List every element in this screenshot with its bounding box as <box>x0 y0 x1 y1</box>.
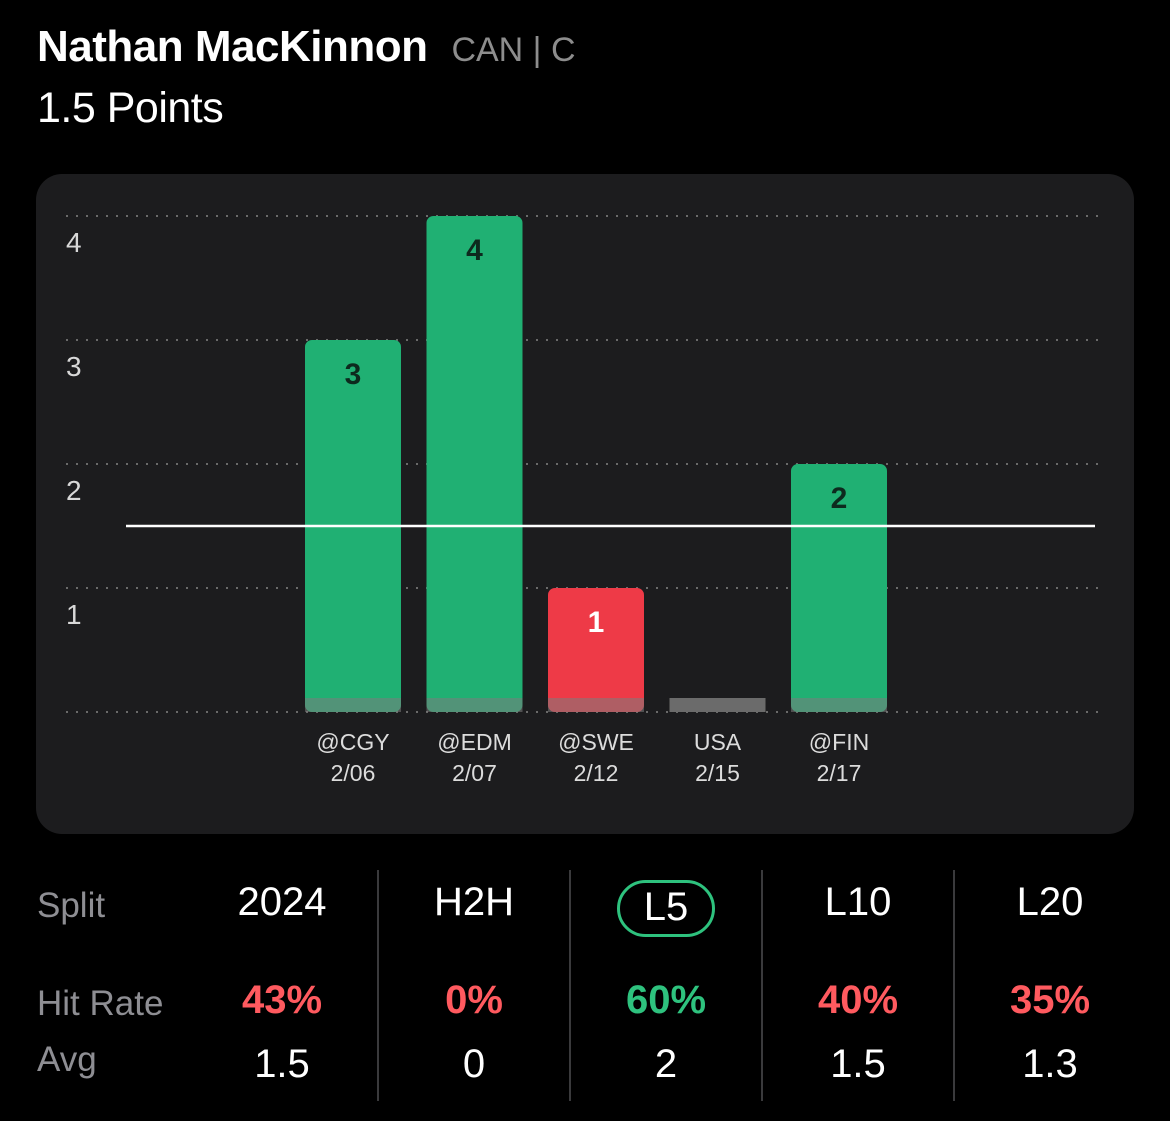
bar-value-label: 4 <box>466 234 483 267</box>
x-label-opponent: USA <box>694 729 742 755</box>
y-tick-label: 3 <box>66 351 82 382</box>
split-tab[interactable]: 2024 <box>186 880 378 925</box>
hit-rate-value: 35% <box>1009 978 1091 1022</box>
hit-rate-value: 0% <box>445 978 503 1022</box>
bar-base-1 <box>426 698 523 712</box>
hit-rate-row-label: Hit Rate <box>37 984 164 1023</box>
split-column-l20[interactable]: L20 35% 1.3 <box>954 860 1146 1101</box>
split-tab[interactable]: L5 <box>570 880 762 937</box>
split-tab[interactable]: H2H <box>378 880 570 925</box>
hit-rate-value: 43% <box>241 978 323 1022</box>
game-log-chart: 1 2 3 4 3 @CGY 2/06 4 @EDM 2/07 1 @SWE 2/12 USA 2/15 2 @… <box>36 174 1134 834</box>
chart-svg: 1 2 3 4 3 @CGY 2/06 4 @EDM 2/07 1 @SWE 2/12 USA 2/15 2 @… <box>66 215 1102 786</box>
x-label-opponent: @CGY <box>316 729 389 755</box>
splits-table: Split Hit Rate Avg 2024 43% 1.5 H2H 0% 0 L5 60%… <box>0 860 1170 1121</box>
hit-rate-value: 40% <box>817 978 899 1022</box>
split-tab-label: L10 <box>824 880 892 924</box>
player-header: Nathan MacKinnon CAN | C 1.5 Points <box>37 22 576 133</box>
bar-value-label: 2 <box>831 482 848 515</box>
y-tick-label: 1 <box>66 599 82 630</box>
x-label-date: 2/12 <box>574 760 619 786</box>
prop-line-title: 1.5 Points <box>37 84 224 132</box>
player-team-position: CAN | C <box>451 31 576 69</box>
avg-value: 1.5 <box>254 1042 310 1086</box>
player-name: Nathan MacKinnon <box>37 22 428 71</box>
split-tab-label: H2H <box>433 880 515 924</box>
x-label-date: 2/17 <box>817 760 862 786</box>
x-label-opponent: @EDM <box>437 729 511 755</box>
avg-value: 2 <box>654 1042 678 1086</box>
split-column-2024[interactable]: 2024 43% 1.5 <box>186 860 378 1101</box>
split-tab-selected-label: L5 <box>616 880 716 937</box>
avg-value: 0 <box>462 1042 486 1086</box>
avg-value: 1.3 <box>1022 1042 1078 1086</box>
bar-value-label: 3 <box>345 358 362 391</box>
split-tab[interactable]: L10 <box>762 880 954 925</box>
bar-void-3 <box>669 698 766 712</box>
split-divider <box>953 870 955 1101</box>
split-column-l5[interactable]: L5 60% 2 <box>570 860 762 1101</box>
y-tick-label: 4 <box>66 227 82 258</box>
x-label-date: 2/07 <box>452 760 497 786</box>
hit-rate-value: 60% <box>625 978 707 1022</box>
split-column-h2h[interactable]: H2H 0% 0 <box>378 860 570 1101</box>
y-tick-label: 2 <box>66 475 82 506</box>
bar-base-4 <box>791 698 887 712</box>
avg-row-label: Avg <box>37 1040 97 1079</box>
avg-value: 1.5 <box>830 1042 886 1086</box>
x-label-date: 2/15 <box>695 760 740 786</box>
bar-1 <box>426 216 523 712</box>
split-column-l10[interactable]: L10 40% 1.5 <box>762 860 954 1101</box>
x-label-opponent: @FIN <box>809 729 869 755</box>
split-divider <box>377 870 379 1101</box>
x-label-date: 2/06 <box>331 760 376 786</box>
split-divider <box>569 870 571 1101</box>
split-tab[interactable]: L20 <box>954 880 1146 925</box>
x-label-opponent: @SWE <box>558 729 634 755</box>
split-divider <box>761 870 763 1101</box>
bar-base-2 <box>548 698 644 712</box>
bar-value-label: 1 <box>588 606 605 639</box>
bar-base-0 <box>305 698 401 712</box>
split-row-label: Split <box>37 886 106 925</box>
split-tab-label: 2024 <box>237 880 327 924</box>
player-name-row: Nathan MacKinnon CAN | C <box>37 22 576 72</box>
split-tab-label: L20 <box>1016 880 1084 924</box>
bar-2 <box>548 588 644 712</box>
